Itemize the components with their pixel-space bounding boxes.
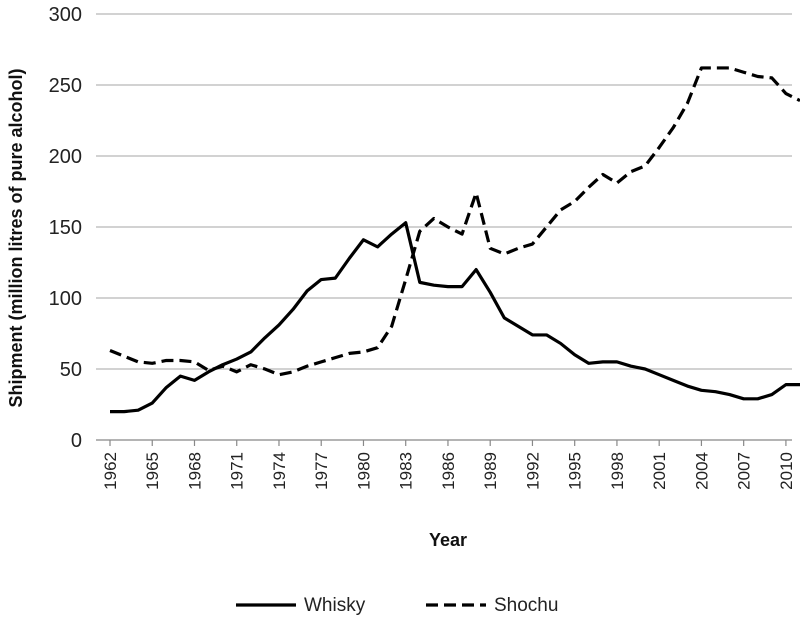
x-tick-label: 1974 [270,452,289,490]
x-tick-label: 1962 [101,452,120,490]
grid-lines [96,13,792,370]
x-tick-label: 1980 [354,452,373,490]
legend-label-shochu: Shochu [494,595,558,616]
x-tick-label: 2010 [777,452,796,490]
x-tick-label: 1992 [523,452,542,490]
x-tick-label: 1971 [228,452,247,490]
x-axis-ticks: 1962 1965 1968 1971 1974 1977 1980 1983 1986 1989… [101,440,796,490]
y-axis-ticks: 0 50 100 150 200 250 300 [49,4,82,452]
legend-label-whisky: Whisky [304,595,366,616]
series-line-whisky [110,221,800,414]
x-tick-label: 2004 [692,452,711,490]
y-axis-title: Shipment (million litres of pure alcohol… [6,68,26,407]
y-tick-label: 0 [71,430,82,452]
x-tick-label: 1977 [312,452,331,490]
x-tick-label: 1968 [185,452,204,490]
y-tick-label: 150 [49,217,82,239]
x-tick-label: 2007 [735,452,754,490]
y-tick-label: 50 [60,359,82,381]
x-tick-label: 1986 [439,452,458,490]
x-tick-label: 1989 [481,452,500,490]
x-tick-label: 1983 [397,452,416,490]
y-tick-label: 250 [49,75,82,97]
series-lines [109,66,800,414]
x-tick-label: 1995 [566,452,585,490]
x-tick-label: 2001 [650,452,669,490]
y-tick-label: 300 [49,4,82,26]
y-tick-label: 100 [49,288,82,310]
legend: Whisky Shochu [236,595,558,616]
x-tick-label: 1965 [143,452,162,490]
x-tick-label: 1998 [608,452,627,490]
x-axis-title: Year [429,530,467,550]
y-tick-label: 200 [49,146,82,168]
series-line-shochu [109,66,800,377]
